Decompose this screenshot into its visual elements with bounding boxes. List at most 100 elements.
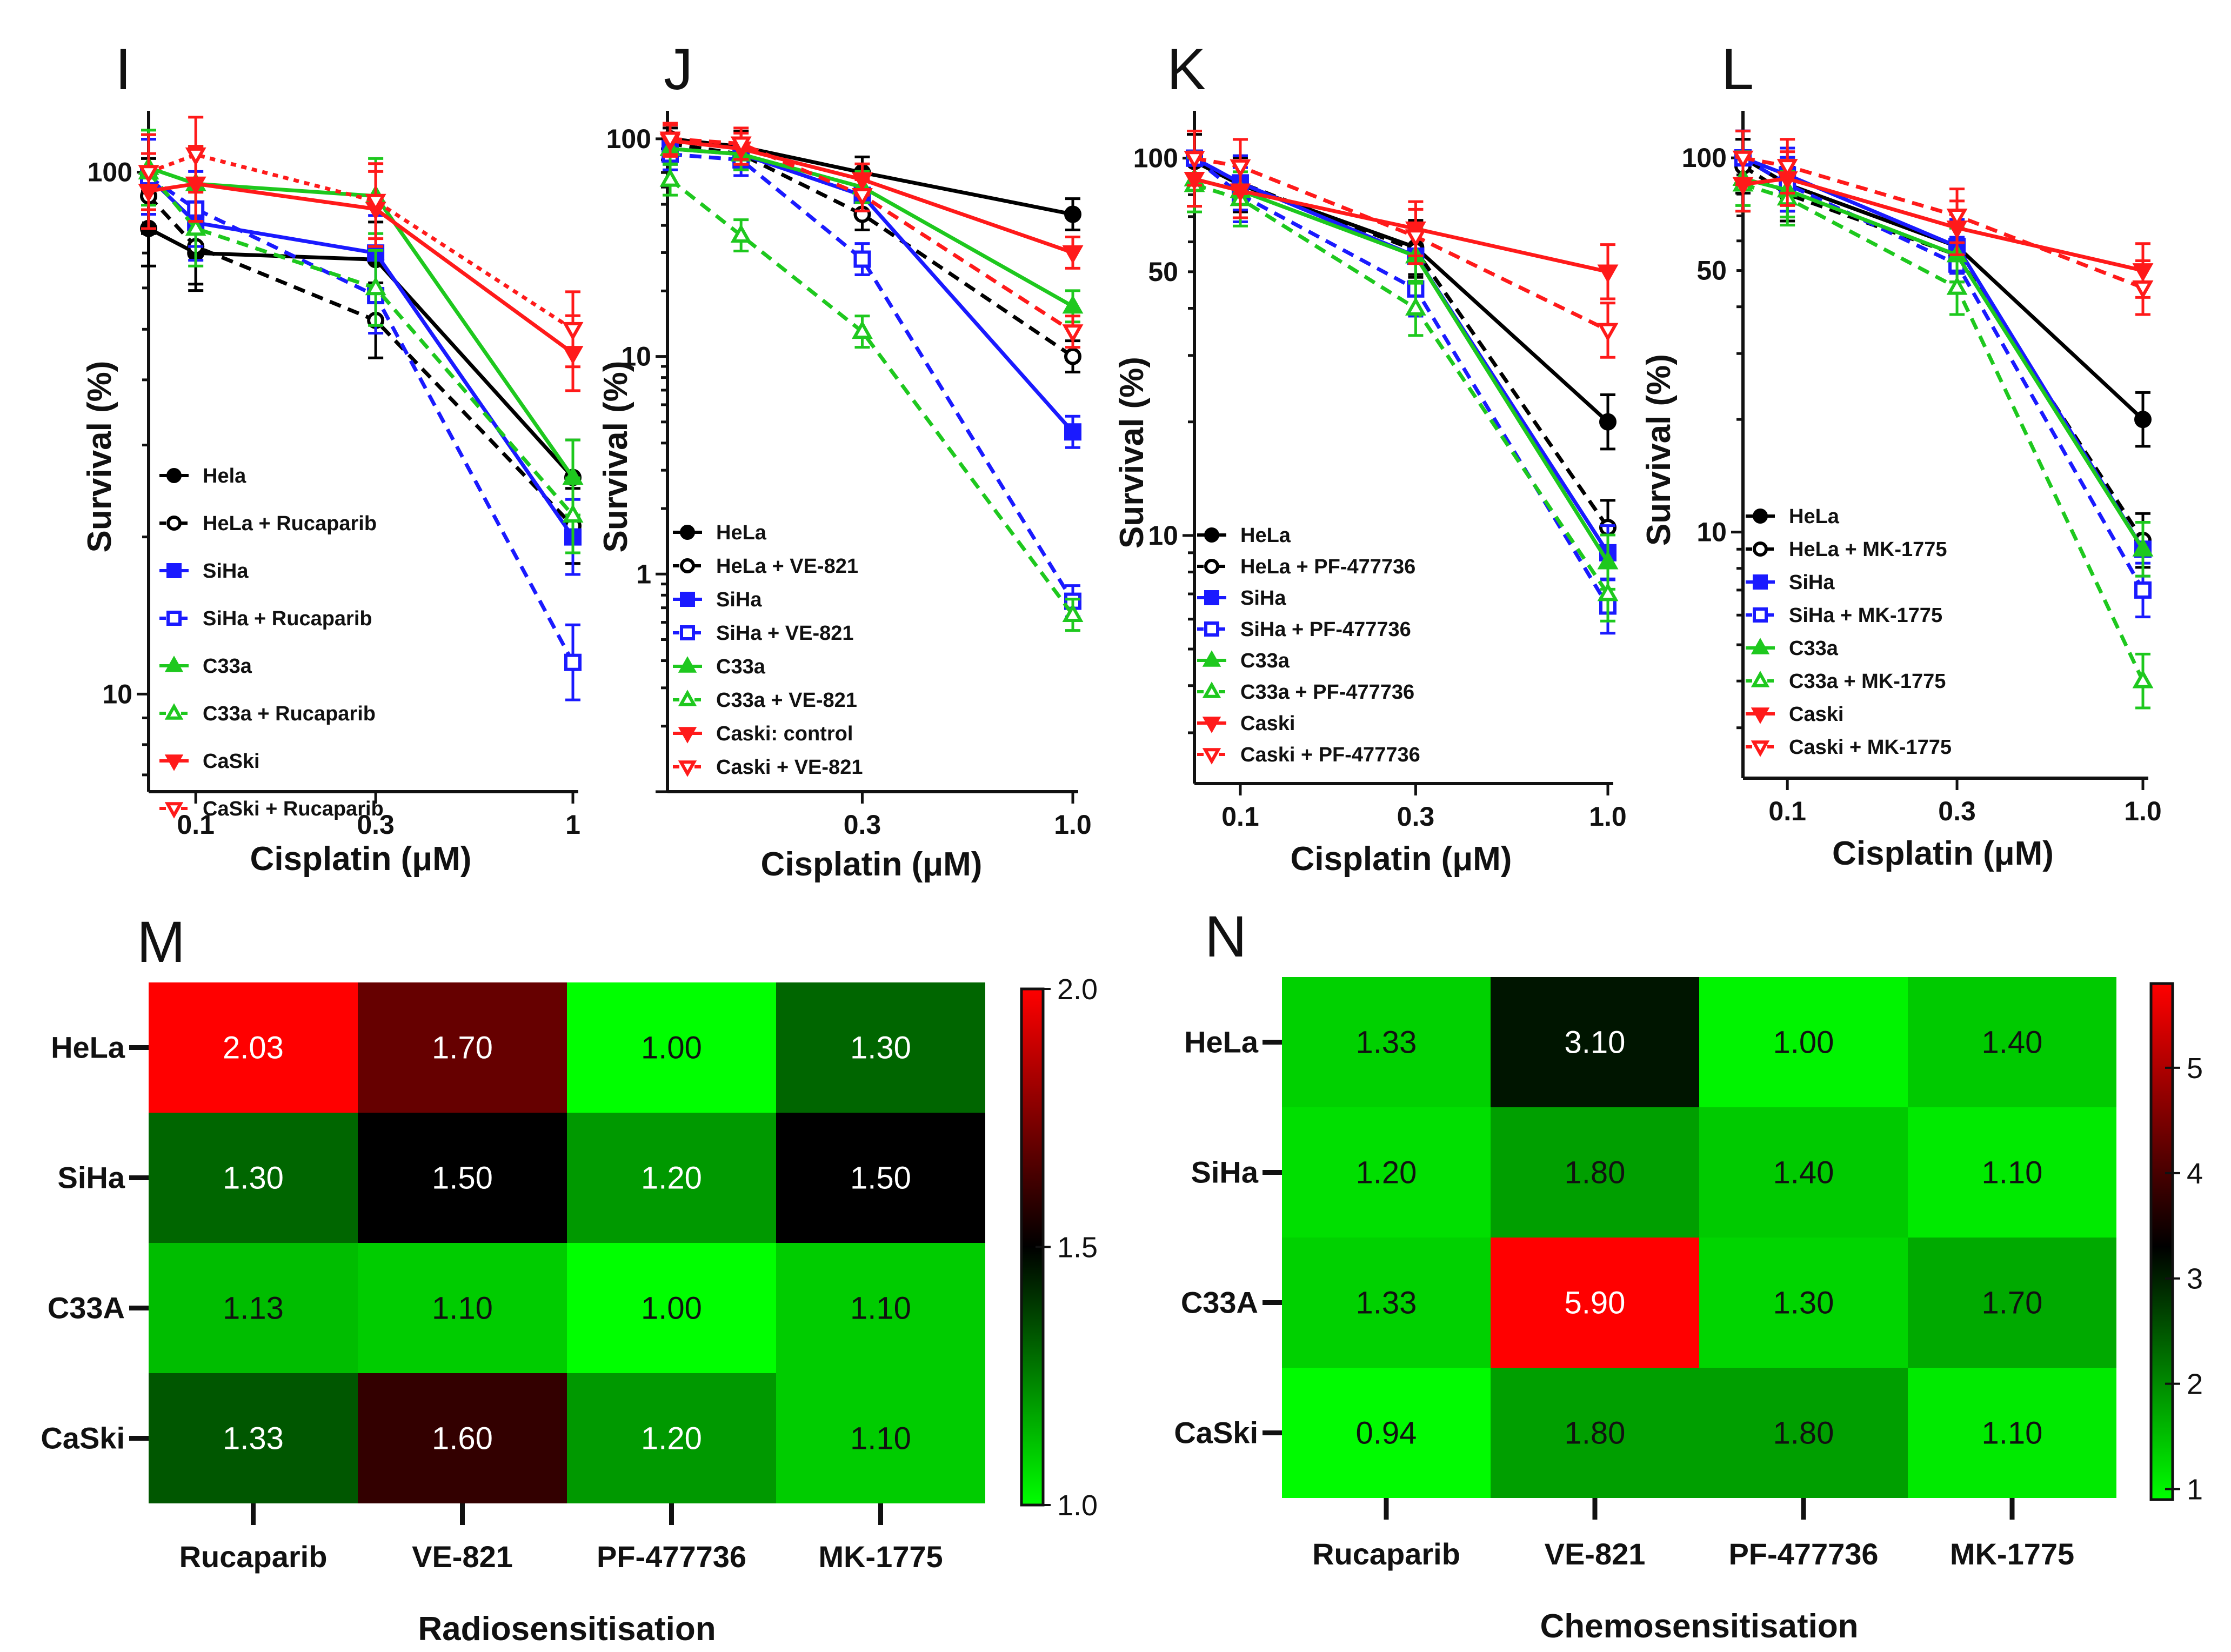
x-tick-label: 1.0	[1589, 801, 1627, 832]
x-axis-title: Cisplatin (μM)	[761, 846, 983, 883]
column-label: MK-1775	[818, 1540, 943, 1574]
row-label: C33A	[1181, 1286, 1258, 1320]
series-line	[148, 152, 574, 331]
legend-label: Caski + MK-1775	[1789, 736, 1952, 759]
series-line	[670, 142, 1074, 358]
legend-label: C33a + PF-477736	[1240, 681, 1414, 704]
data-point	[1064, 423, 1081, 441]
legend-marker	[1202, 748, 1221, 765]
series-line	[669, 178, 1074, 616]
panel-k: K 100 50 10 0.1 0.3 1.0 Cisplatin (μM) Survival …	[1113, 36, 1627, 878]
heatmap-cell-label: 1.20	[1356, 1155, 1417, 1190]
legend-label: SiHa + PF-477736	[1240, 618, 1411, 641]
y-axis-title: Survival (%)	[81, 361, 118, 553]
heatmap-cell-label: 1.50	[850, 1161, 911, 1196]
legend-label: SiHa + MK-1775	[1789, 604, 1942, 627]
legend-marker	[1753, 607, 1768, 623]
legend-label: C33a	[716, 656, 766, 678]
colorbar-tick-label: 3	[2187, 1263, 2203, 1295]
legend-label: Caski + PF-477736	[1240, 744, 1420, 766]
legend: HeLa HeLa + PF-477736 SiHa SiHa + PF-477736…	[1197, 524, 1420, 766]
heatmap-cell	[1282, 1238, 1491, 1368]
series-line	[148, 165, 575, 479]
heatmap-cell	[149, 1373, 358, 1503]
data-point	[365, 276, 386, 296]
legend-marker	[166, 611, 182, 626]
heatmap-cell-label: 1.20	[641, 1421, 702, 1456]
panel-letter: I	[115, 36, 131, 102]
legend-marker	[164, 754, 184, 771]
x-axis-title: Cisplatin (μM)	[1291, 840, 1512, 878]
heatmap-cell	[358, 1243, 567, 1373]
series-line	[1193, 159, 1609, 424]
heatmap-cell-label: 1.10	[1982, 1155, 2043, 1190]
series-line	[147, 175, 575, 538]
y-tick-label: 10	[621, 342, 651, 372]
heatmap-cell	[1491, 1368, 1699, 1498]
legend-marker	[1202, 681, 1221, 698]
row-label: HeLa	[51, 1031, 125, 1065]
x-tick-label: 1.0	[2124, 796, 2162, 826]
legend-marker	[1204, 527, 1219, 543]
legend-marker	[1751, 671, 1770, 687]
x-tick-label: 0.3	[1397, 801, 1435, 832]
panel-letter: K	[1167, 36, 1206, 102]
legend-marker	[164, 656, 184, 672]
heatmap-cell-label: 1.20	[641, 1161, 702, 1196]
heatmap-cell-label: 0.94	[1356, 1416, 1417, 1451]
legend-label: C33a + Rucaparib	[203, 703, 376, 725]
heatmap-cell-label: 3.10	[1565, 1025, 1626, 1060]
heatmap-cell	[567, 1373, 776, 1503]
series-line	[1193, 156, 1609, 529]
heatmap-cell-label: 1.70	[432, 1031, 493, 1066]
legend-label: CaSki + Rucaparib	[203, 798, 384, 820]
panel-m: M 2.03 1.70 1.00 1.30 1.30 1.50 1.20 1.50 1.13 1.1…	[41, 909, 1098, 1648]
x-tick-label: 0.3	[357, 810, 395, 840]
series-line	[670, 137, 1073, 216]
data-point	[1946, 208, 1968, 228]
colorbar-tick-label: 1	[2187, 1474, 2203, 1506]
heatmap-title: Radiosensitisation	[418, 1610, 716, 1648]
data-point	[1732, 150, 1754, 170]
data-point	[185, 147, 206, 166]
heatmap-cell	[567, 982, 776, 1113]
row-label: C33A	[48, 1291, 125, 1325]
legend-marker	[680, 592, 695, 607]
heatmap-cell	[1282, 1107, 1491, 1238]
panel-j: J 100 10 1 0.3 1.0 Cisplatin (μM) Survival (%) H…	[597, 36, 1092, 883]
legend-label: Caski: control	[716, 723, 853, 745]
legend-label: HeLa + MK-1775	[1789, 538, 1947, 561]
legend-label: HeLa	[1789, 505, 1840, 528]
legend-marker	[1751, 740, 1770, 757]
legend-marker	[680, 525, 695, 540]
heatmap-cell	[358, 1373, 567, 1503]
legend-marker	[1753, 509, 1768, 524]
data-point	[1597, 582, 1619, 601]
series-line	[1193, 156, 1609, 554]
data-point	[2132, 538, 2154, 557]
heatmap-title: Chemosensitisation	[1540, 1608, 1858, 1645]
legend-label: Caski + VE-821	[716, 756, 863, 779]
data-point	[1064, 205, 1081, 223]
colorbar-tick-label: 2.0	[1057, 973, 1098, 1006]
data-point	[1599, 413, 1617, 431]
legend-label: Hela	[203, 465, 246, 487]
series-line	[148, 226, 575, 479]
legend-label: C33a	[203, 655, 252, 678]
heatmap-cell-label: 1.10	[850, 1291, 911, 1326]
heatmap-cell	[1699, 1238, 1908, 1368]
data-point	[562, 322, 584, 341]
legend-marker	[1753, 541, 1768, 557]
series-line	[1194, 156, 1609, 332]
data-point	[1776, 159, 1798, 178]
legend: HeLa HeLa + MK-1775 SiHa SiHa + MK-1775 C33a…	[1746, 505, 1952, 759]
heatmap-cell-label: 1.30	[850, 1031, 911, 1066]
row-label: CaSki	[41, 1421, 125, 1455]
legend-label: SiHa	[1240, 587, 1286, 610]
heatmap-cell-label: 1.70	[1982, 1286, 2043, 1321]
heatmap-cell	[776, 1243, 985, 1373]
series-line	[1742, 156, 2145, 551]
legend-marker	[1202, 650, 1221, 667]
legend-label: HeLa + PF-477736	[1240, 556, 1415, 578]
colorbar-tick-label: 5	[2187, 1052, 2203, 1085]
